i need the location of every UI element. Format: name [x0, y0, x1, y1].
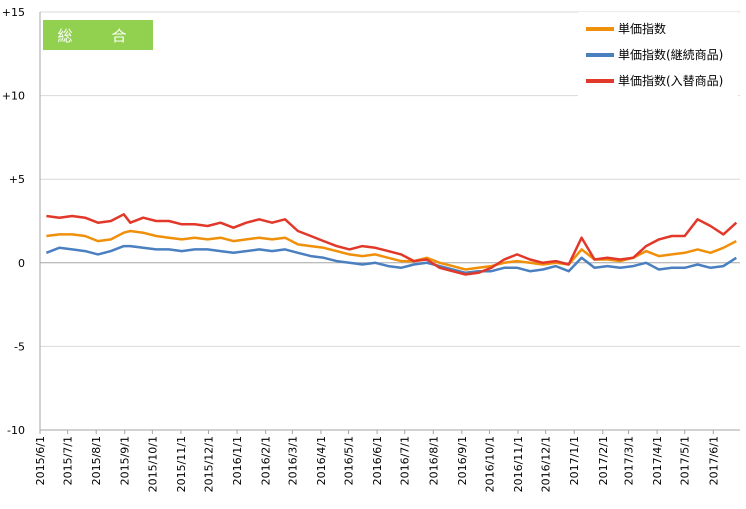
x-tick-label: 2016/1/1: [231, 436, 244, 485]
x-tick-label: 2016/9/1: [456, 436, 469, 485]
legend-swatch-red: [586, 78, 614, 83]
x-tick-label: 2015/6/1: [34, 436, 47, 485]
y-tick-label: +15: [2, 6, 25, 19]
legend-item-replaced: 単価指数(入替商品): [586, 72, 723, 89]
x-tick-label: 2017/5/1: [679, 436, 692, 485]
legend-label: 単価指数: [618, 22, 667, 36]
x-tick-label: 2015/7/1: [62, 436, 75, 485]
y-tick-label: 0: [18, 257, 25, 270]
x-tick-label: 2016/11/1: [512, 436, 525, 492]
x-tick-label: 2015/10/1: [146, 436, 159, 492]
series-line-3: [46, 213, 738, 276]
x-tick-label: 2015/9/1: [119, 436, 132, 485]
x-tick-label: 2016/12/1: [540, 436, 553, 492]
series-lines: [45, 213, 738, 276]
legend-label: 単価指数(入替商品): [618, 74, 724, 88]
legend: 単価指数 単価指数(継続商品) 単価指数(入替商品): [578, 12, 738, 98]
chart-title: 総 合: [43, 20, 153, 50]
legend-item-continuing: 単価指数(継続商品): [586, 46, 723, 63]
x-tick-label: 2017/2/1: [597, 436, 610, 485]
y-tick-label: +10: [2, 90, 25, 103]
x-tick-label: 2016/3/1: [286, 436, 299, 485]
series-line-2: [45, 244, 737, 275]
y-tick-label: -5: [14, 340, 25, 353]
x-tick-label: 2017/1/1: [568, 436, 581, 485]
x-axis-ticks: 2015/6/1 2015/7/1 2015/8/1 2015/9/1 2015/10/…: [34, 430, 720, 492]
series-line-1: [46, 229, 737, 271]
legend-item-unit-price: 単価指数: [586, 20, 666, 37]
gridlines: [39, 11, 740, 431]
x-tick-label: 2016/4/1: [315, 436, 328, 485]
y-tick-label: -10: [7, 424, 25, 437]
x-tick-label: 2017/3/1: [623, 436, 636, 485]
y-axis-ticks: +15 +10 +5 0 -5 -10: [2, 6, 25, 437]
x-tick-label: 2016/2/1: [260, 436, 273, 485]
x-tick-label: 2016/7/1: [399, 436, 412, 485]
x-tick-label: 2017/6/1: [707, 436, 720, 485]
x-tick-label: 2016/10/1: [483, 436, 496, 492]
x-tick-label: 2017/4/1: [651, 436, 664, 485]
x-tick-label: 2016/6/1: [371, 436, 384, 485]
y-tick-label: +5: [9, 173, 25, 186]
x-tick-label: 2016/8/1: [427, 436, 440, 485]
x-tick-label: 2016/5/1: [343, 436, 356, 485]
legend-label: 単価指数(継続商品): [618, 48, 724, 62]
legend-swatch-orange: [586, 26, 614, 31]
legend-swatch-blue: [586, 52, 614, 57]
x-tick-label: 2015/12/1: [203, 436, 216, 492]
x-tick-label: 2015/11/1: [175, 436, 188, 492]
x-tick-label: 2015/8/1: [90, 436, 103, 485]
